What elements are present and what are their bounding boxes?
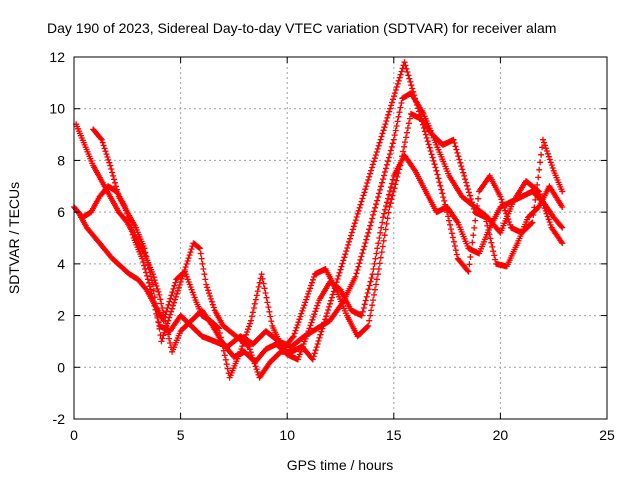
y-tick-label: 8 — [57, 152, 65, 168]
x-tick-label: 20 — [493, 427, 509, 443]
data-marks — [71, 59, 566, 381]
y-axis-label: SDTVAR / TECUs — [6, 182, 22, 294]
chart-title: Day 190 of 2023, Sidereal Day-to-day VTE… — [47, 20, 556, 36]
y-tick-label: 12 — [49, 49, 65, 65]
x-tick-label: 10 — [279, 427, 295, 443]
x-tick-label: 0 — [70, 427, 78, 443]
plot-frame — [73, 56, 608, 420]
y-tick-label: 10 — [49, 101, 65, 117]
y-tick-label: 6 — [57, 204, 65, 220]
y-tick-label: 4 — [57, 256, 65, 272]
y-tick-label: 2 — [57, 308, 65, 324]
series-markers — [90, 59, 566, 381]
y-tick-label: -2 — [53, 411, 66, 427]
x-axis-label: GPS time / hours — [287, 457, 394, 473]
x-tick-label: 25 — [599, 427, 615, 443]
x-tick-label: 5 — [177, 427, 185, 443]
x-tick-label: 15 — [386, 427, 402, 443]
series-trace-4 — [90, 59, 566, 381]
y-tick-label: 0 — [57, 359, 65, 375]
